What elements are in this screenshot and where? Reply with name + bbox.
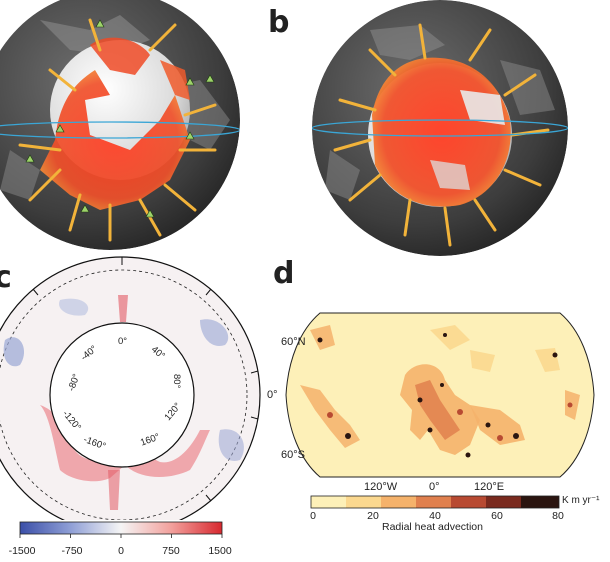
- colorbar-d-tick: 20: [367, 510, 379, 522]
- panel-b-globe: [312, 0, 568, 256]
- colorbar-c-tick: -750: [61, 545, 83, 557]
- lat-label: 60°S: [281, 449, 305, 461]
- panel-c-label: c: [0, 260, 12, 295]
- inner-tick-label: 80°: [171, 374, 182, 389]
- lon-label: 120°W: [364, 481, 398, 493]
- colorbar-d-unit: K m yr⁻¹: [562, 495, 600, 506]
- panel-c-cross-section: [0, 256, 261, 520]
- panel-d-label: d: [273, 256, 294, 291]
- colorbar-c-tick: 0: [118, 545, 124, 557]
- lon-label: 120°E: [474, 481, 504, 493]
- lon-label: 0°: [429, 481, 440, 493]
- colorbar-d-title: Radial heat advection: [382, 521, 483, 533]
- colorbar-d-tick: 80: [552, 510, 564, 522]
- panel-d-colorbar: [310, 495, 560, 509]
- lat-label: 60°N: [281, 336, 306, 348]
- panel-c-colorbar: [19, 521, 223, 538]
- panel-b-label: b: [268, 5, 289, 40]
- colorbar-d-tick: 40: [429, 510, 441, 522]
- inner-tick-label: 0°: [118, 336, 127, 347]
- colorbar-c-tick: 750: [162, 545, 180, 557]
- colorbar-d-tick: 0: [310, 510, 316, 522]
- colorbar-c-tick: 1500: [208, 545, 232, 557]
- colorbar-d-tick: 60: [491, 510, 503, 522]
- colorbar-c-tick: -1500: [8, 545, 36, 557]
- panel-d-map: [285, 312, 595, 478]
- panel-a-globe: [0, 0, 240, 250]
- lat-label: 0°: [267, 389, 278, 401]
